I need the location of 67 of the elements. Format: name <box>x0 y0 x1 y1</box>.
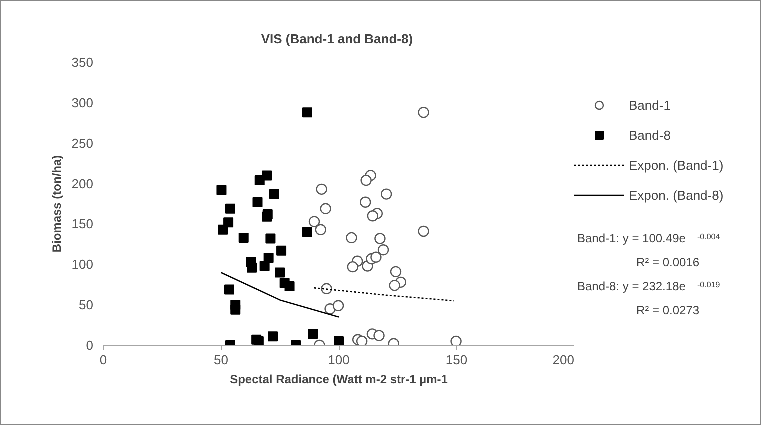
point <box>260 261 270 272</box>
point <box>334 336 344 346</box>
y-tick-label: 0 <box>86 338 94 353</box>
point <box>389 280 400 292</box>
legend-label: Expon. (Band-1) <box>629 158 724 172</box>
point <box>360 196 372 208</box>
legend-label: Band-1 <box>629 98 671 112</box>
y-tick-label: 300 <box>72 95 94 110</box>
point <box>308 329 318 340</box>
point <box>346 232 358 244</box>
y-tick-label: 200 <box>72 176 94 192</box>
text: Band-8: y = 232.18e-0.019 <box>578 280 721 294</box>
y-tick-label: 250 <box>72 136 94 151</box>
point <box>450 336 462 346</box>
point <box>316 184 328 196</box>
y-tick-label: 100 <box>72 257 94 272</box>
x-tick-label: 0 <box>100 352 108 368</box>
legend-label: Band-8 <box>629 128 671 142</box>
point <box>266 234 276 244</box>
point <box>321 283 332 294</box>
point <box>225 204 236 214</box>
y-axis-title: Biomass (ton/ha) <box>50 155 64 253</box>
text: R² = 0.0273 <box>636 304 700 318</box>
point <box>418 107 430 118</box>
point <box>370 252 382 263</box>
text: Band-1: y = 100.49e-0.004 <box>578 232 721 246</box>
x-tick-label: 150 <box>446 352 468 368</box>
point <box>380 188 392 200</box>
point <box>254 176 265 186</box>
y-tick-label: 50 <box>79 298 94 313</box>
point <box>247 262 258 273</box>
point <box>284 281 295 292</box>
point <box>320 203 332 214</box>
point <box>218 224 228 235</box>
point <box>216 185 227 196</box>
x-axis-title: Spectal Radiance (Watt m-2 str-1 µm-1 <box>230 372 448 386</box>
point <box>302 227 312 238</box>
point <box>360 174 372 186</box>
point <box>238 232 249 243</box>
point <box>224 284 234 295</box>
point <box>268 332 278 342</box>
y-tick-label: 150 <box>72 216 94 232</box>
text: R² = 0.0016 <box>636 256 700 270</box>
point <box>347 261 358 273</box>
point <box>332 300 344 312</box>
point <box>269 189 280 200</box>
point <box>275 268 286 278</box>
legend-label: Expon. (Band-8) <box>629 188 724 202</box>
point <box>356 336 368 346</box>
x-tick-label: 200 <box>552 352 575 368</box>
point <box>378 244 390 256</box>
point <box>418 226 430 238</box>
x-tick-label: 100 <box>328 352 350 368</box>
y-tick-label: 350 <box>72 55 94 70</box>
point <box>230 304 241 315</box>
x-tick-label: 50 <box>214 352 228 368</box>
chart-title: VIS (Band-1 and Band-8) <box>261 32 414 46</box>
point <box>374 330 385 342</box>
point <box>264 253 274 264</box>
point <box>308 216 320 228</box>
point <box>252 197 263 208</box>
point <box>374 233 386 244</box>
point <box>276 246 287 256</box>
point <box>390 266 402 278</box>
point <box>367 210 379 222</box>
point <box>315 224 326 236</box>
point <box>302 108 312 118</box>
